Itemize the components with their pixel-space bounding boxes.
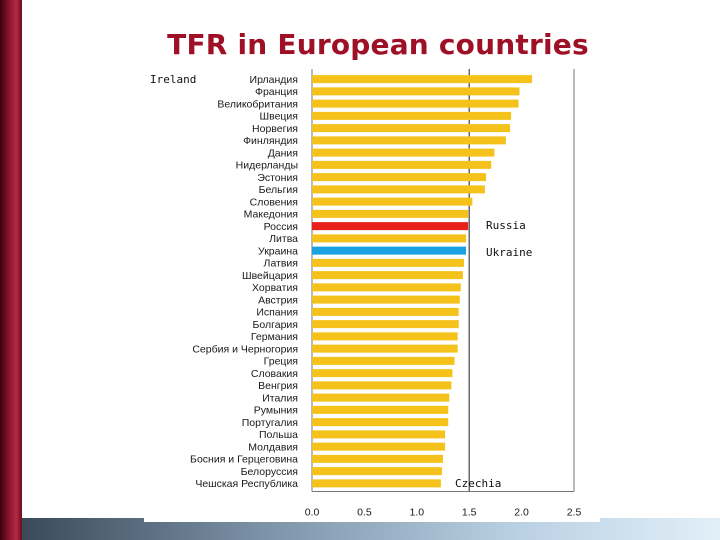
bar [312, 344, 458, 353]
bar [312, 430, 446, 439]
bar [312, 332, 458, 341]
category-label: Польша [259, 429, 298, 441]
annotation-russia: Russia [486, 219, 526, 232]
annotation-czechia: Czechia [455, 477, 501, 490]
category-label: Босния и Герцеговина [190, 454, 298, 466]
grid-lines [311, 69, 575, 492]
category-label: Сербия и Черногория [192, 343, 298, 355]
bar [312, 173, 486, 182]
x-tick-label: 1.5 [462, 507, 477, 519]
bar [312, 87, 520, 96]
bar [312, 405, 449, 414]
bar [312, 381, 452, 390]
bar [312, 185, 485, 194]
category-label: Украина [258, 245, 298, 257]
category-label: Португалия [242, 417, 298, 429]
bar [312, 124, 511, 133]
category-label: Молдавия [248, 441, 298, 453]
bar [312, 209, 469, 218]
category-label: Россия [264, 221, 298, 233]
category-label: Словакия [251, 368, 298, 380]
bar [312, 222, 469, 231]
bar [312, 467, 442, 476]
bar [312, 148, 495, 157]
bar [312, 271, 463, 280]
category-label: Италия [262, 392, 298, 404]
bar [312, 197, 473, 206]
category-label: Венгрия [258, 380, 298, 392]
bar [312, 234, 467, 243]
slide-title: TFR in European countries [167, 28, 589, 61]
category-label: Эстония [257, 172, 298, 184]
category-label: Дания [268, 147, 298, 159]
chart-panel: Ирландия Франция Великобритания Швеция Норве… [144, 67, 600, 522]
category-label: Македония [244, 209, 298, 221]
bar [312, 454, 443, 463]
x-axis-ticks: 0.0 0.5 1.0 1.5 2.0 2.5 [305, 507, 582, 519]
category-label: Франция [255, 86, 298, 98]
category-label: Чешская Республика [195, 478, 298, 490]
category-label: Австрия [258, 294, 298, 306]
bar [312, 111, 512, 120]
annotations: Ireland Russia Ukraine Czechia [150, 73, 532, 490]
annotation-ireland: Ireland [150, 73, 196, 86]
category-labels: ИрландияФранцияВеликобританияШвецияНорве… [190, 74, 298, 490]
category-label: Болгария [253, 319, 298, 331]
bar [312, 136, 506, 145]
category-label: Нидерланды [236, 160, 298, 172]
category-label: Литва [269, 233, 298, 245]
bar [312, 320, 459, 329]
category-label: Белоруссия [241, 466, 298, 478]
x-tick-label: 1.0 [409, 507, 424, 519]
category-label: Ирландия [250, 74, 298, 86]
bar [312, 75, 533, 84]
annotation-ukraine: Ukraine [486, 246, 532, 259]
category-label: Латвия [264, 258, 298, 270]
category-label: Финляндия [243, 135, 298, 147]
bar [312, 369, 453, 378]
category-label: Испания [256, 307, 298, 319]
category-label: Румыния [254, 405, 298, 417]
x-tick-label: 2.5 [567, 507, 582, 519]
category-label: Германия [251, 331, 298, 343]
category-label: Швеция [260, 111, 299, 123]
bar [312, 295, 460, 304]
x-tick-label: 0.0 [305, 507, 320, 519]
bar [312, 442, 446, 451]
bar [312, 479, 441, 488]
category-label: Швейцария [242, 270, 298, 282]
bar [312, 307, 459, 316]
bar [312, 246, 467, 255]
bar [312, 258, 464, 267]
left-decor-bar [0, 0, 22, 540]
bottom-decor-bar [22, 518, 720, 540]
tfr-bar-chart: ИрландияФранцияВеликобританияШвецияНорве… [150, 69, 582, 519]
x-tick-label: 0.5 [357, 507, 372, 519]
category-label: Греция [264, 356, 298, 368]
bar [312, 99, 519, 108]
x-tick-label: 2.0 [514, 507, 529, 519]
category-label: Бельгия [259, 184, 298, 196]
bar [312, 283, 461, 292]
category-label: Норвегия [252, 123, 298, 135]
bar [312, 393, 450, 402]
category-label: Великобритания [217, 98, 298, 110]
bar [312, 160, 492, 169]
category-label: Хорватия [252, 282, 298, 294]
category-label: Словения [250, 196, 298, 208]
bar [312, 418, 449, 427]
bars [312, 75, 533, 488]
bar [312, 356, 455, 365]
